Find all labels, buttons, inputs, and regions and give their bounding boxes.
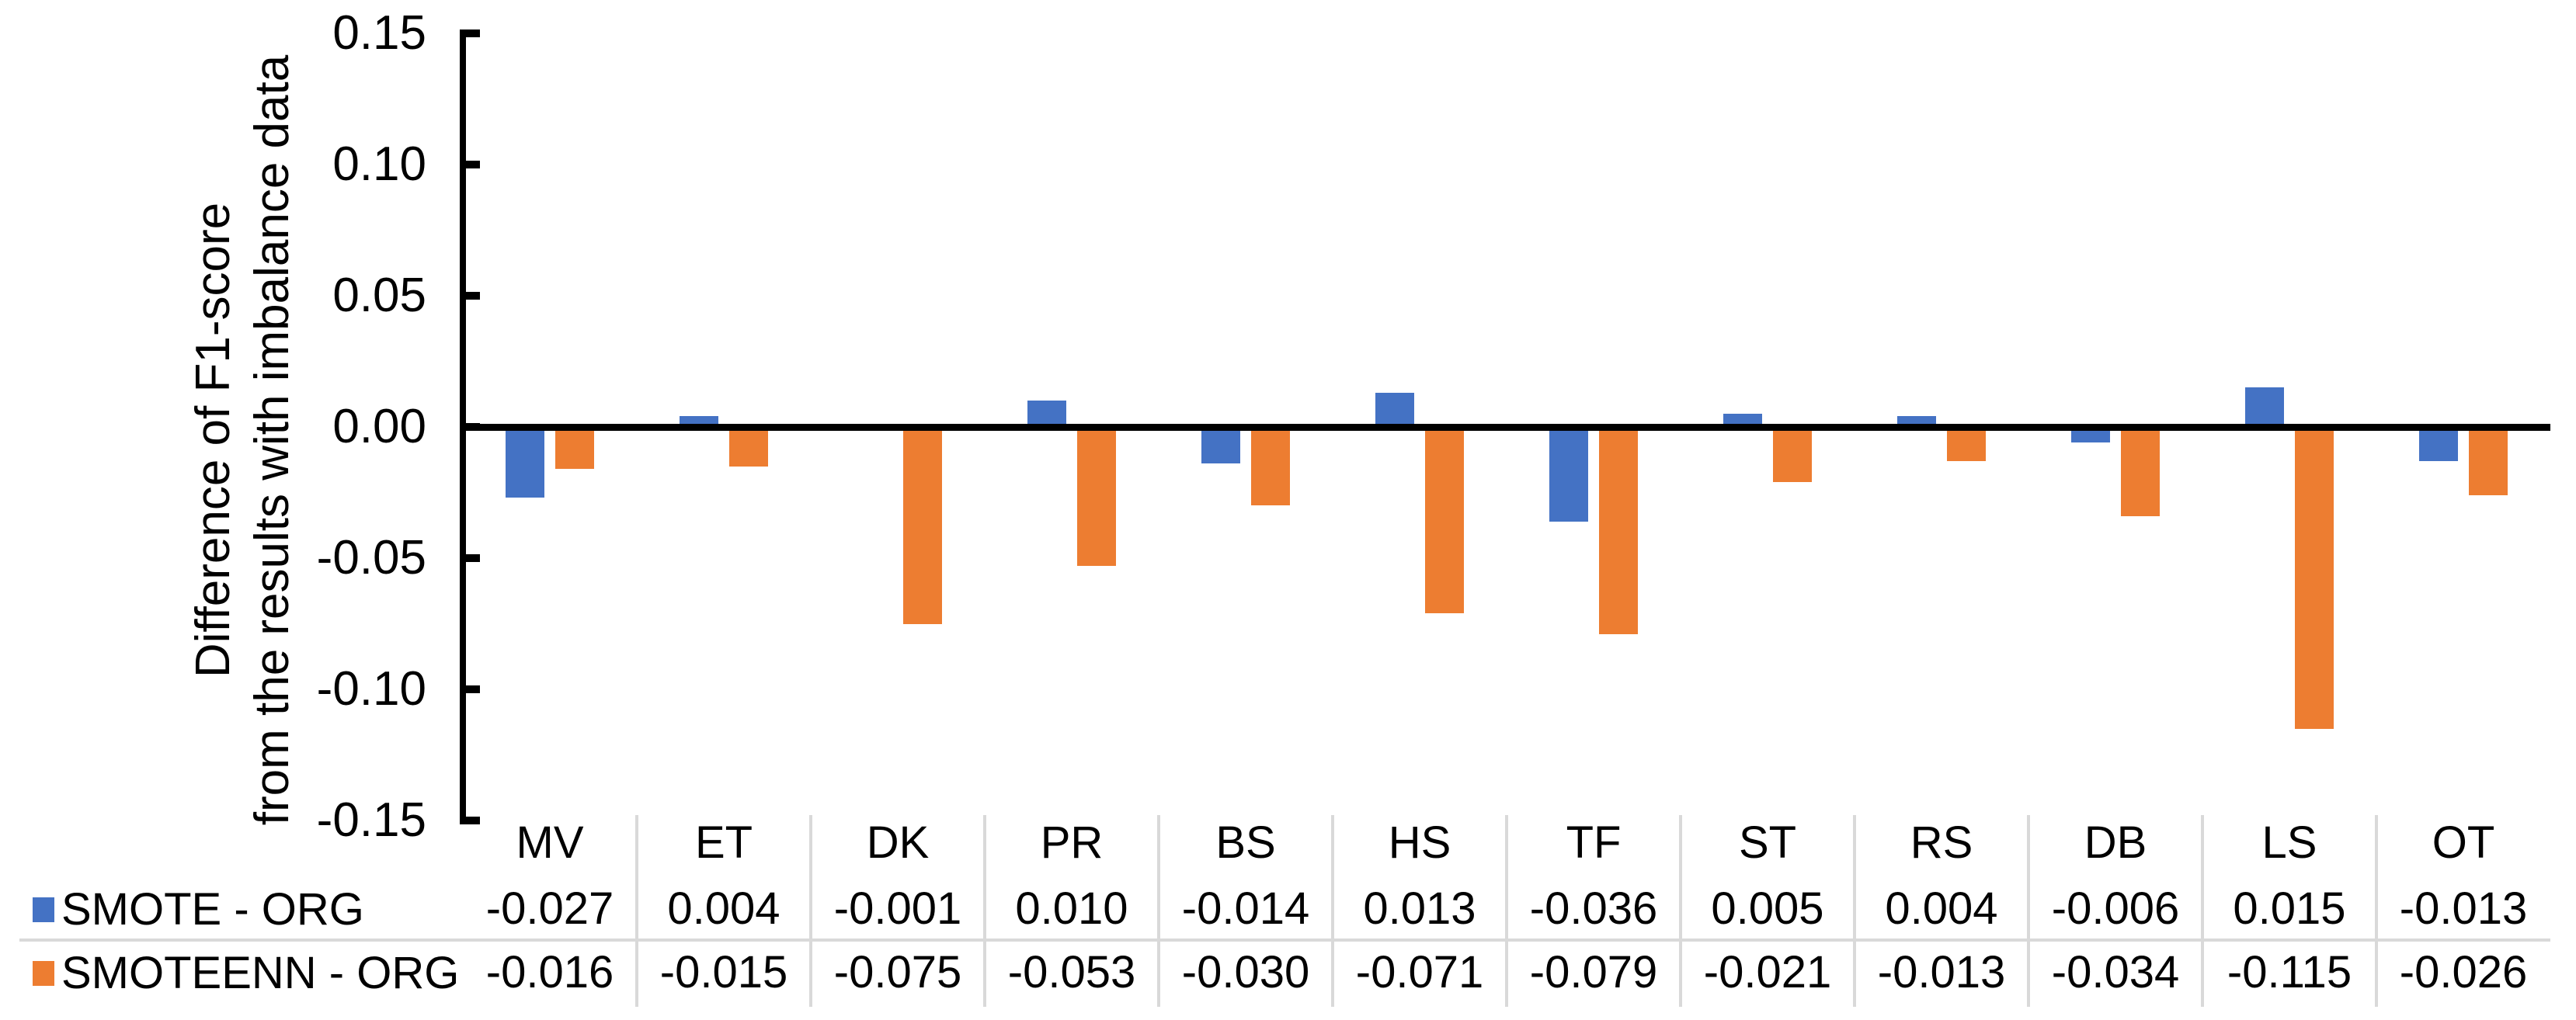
table-cell-smote-ST: 0.005 xyxy=(1711,883,1824,934)
y-tick-mark xyxy=(460,817,480,824)
y-tick-mark xyxy=(460,554,480,562)
legend-swatch-smoteenn-icon xyxy=(33,961,54,986)
bar-smoteenn-BS xyxy=(1251,427,1290,505)
table-cell-smoteenn-DK: -0.075 xyxy=(833,947,962,997)
bar-smote-LS xyxy=(2245,387,2284,427)
table-cell-smoteenn-MV: -0.016 xyxy=(485,947,614,997)
table-column-separator xyxy=(809,815,812,1007)
table-cell-smoteenn-OT: -0.026 xyxy=(2399,947,2528,997)
table-category-OT: OT xyxy=(2432,817,2495,868)
table-category-PR: PR xyxy=(1040,817,1104,868)
table-cell-smote-PR: 0.010 xyxy=(1015,883,1128,934)
table-cell-smoteenn-RS: -0.013 xyxy=(1877,947,2006,997)
bar-smoteenn-HS xyxy=(1425,427,1464,613)
table-category-HS: HS xyxy=(1388,817,1451,868)
table-category-TF: TF xyxy=(1566,817,1622,868)
y-tick-mark xyxy=(460,292,480,300)
bar-smoteenn-DK xyxy=(903,427,942,624)
table-cell-smote-TF: -0.036 xyxy=(1529,883,1658,934)
table-column-separator xyxy=(2201,815,2204,1007)
table-cell-smote-DB: -0.006 xyxy=(2051,883,2180,934)
table-cell-smoteenn-ET: -0.015 xyxy=(659,947,788,997)
table-category-RS: RS xyxy=(1910,817,1973,868)
y-tick-label: 0.15 xyxy=(332,6,426,60)
table-cell-smoteenn-BS: -0.030 xyxy=(1181,947,1310,997)
legend-label-smote: SMOTE - ORG xyxy=(61,884,364,935)
table-category-ST: ST xyxy=(1738,817,1797,868)
bar-smote-PR xyxy=(1027,401,1066,427)
table-column-separator xyxy=(2375,815,2378,1007)
table-cell-smoteenn-HS: -0.071 xyxy=(1355,947,1484,997)
bar-smoteenn-ST xyxy=(1773,427,1812,482)
table-cell-smoteenn-ST: -0.021 xyxy=(1703,947,1832,997)
table-cell-smote-ET: 0.004 xyxy=(667,883,780,934)
bar-smote-MV xyxy=(506,427,544,498)
y-tick-label: -0.15 xyxy=(316,793,426,847)
bar-smote-TF xyxy=(1549,427,1588,522)
bar-smoteenn-DB xyxy=(2121,427,2160,516)
bar-smote-BS xyxy=(1201,427,1240,463)
table-cell-smote-HS: 0.013 xyxy=(1363,883,1476,934)
table-cell-smote-OT: -0.013 xyxy=(2399,883,2528,934)
table-category-MV: MV xyxy=(516,817,584,868)
table-column-separator xyxy=(983,815,986,1007)
table-cell-smoteenn-DB: -0.034 xyxy=(2051,947,2180,997)
bar-smoteenn-ET xyxy=(729,427,768,467)
table-category-DB: DB xyxy=(2084,817,2147,868)
bar-smoteenn-TF xyxy=(1599,427,1638,634)
bar-smoteenn-MV xyxy=(555,427,594,469)
table-column-separator xyxy=(1853,815,1856,1007)
table-category-DK: DK xyxy=(866,817,930,868)
bar-smoteenn-RS xyxy=(1947,427,1986,461)
legend-label-smoteenn: SMOTEENN - ORG xyxy=(61,948,460,998)
y-tick-label: 0.10 xyxy=(332,137,426,191)
table-column-separator xyxy=(1157,815,1160,1007)
y-tick-label: 0.05 xyxy=(332,269,426,322)
bar-smoteenn-LS xyxy=(2295,427,2334,729)
bar-smote-DB xyxy=(2071,427,2110,442)
table-category-LS: LS xyxy=(2261,817,2317,868)
table-cell-smote-LS: 0.015 xyxy=(2233,883,2346,934)
y-tick-mark xyxy=(460,161,480,168)
bar-smote-OT xyxy=(2419,427,2458,461)
y-tick-label: -0.05 xyxy=(316,531,426,585)
table-cell-smoteenn-LS: -0.115 xyxy=(2227,947,2352,997)
zero-baseline xyxy=(460,424,2550,431)
table-cell-smoteenn-PR: -0.053 xyxy=(1007,947,1136,997)
table-cell-smote-BS: -0.014 xyxy=(1181,883,1310,934)
bar-smoteenn-PR xyxy=(1077,427,1116,566)
table-column-separator xyxy=(1505,815,1508,1007)
legend-swatch-smote-icon xyxy=(33,897,54,922)
table-cell-smote-MV: -0.027 xyxy=(485,883,614,934)
y-tick-mark xyxy=(460,685,480,693)
table-column-separator xyxy=(1331,815,1334,1007)
y-tick-label: 0.00 xyxy=(332,400,426,453)
y-tick-label: -0.10 xyxy=(316,662,426,716)
table-column-separator xyxy=(2027,815,2030,1007)
table-category-ET: ET xyxy=(694,817,753,868)
bar-smoteenn-OT xyxy=(2469,427,2508,495)
y-tick-mark xyxy=(460,29,480,37)
y-axis-title-line1: Difference of F1-score xyxy=(186,202,240,678)
table-row-separator xyxy=(19,938,2550,942)
bar-smote-ST xyxy=(1723,414,1762,427)
table-category-BS: BS xyxy=(1215,817,1276,868)
table-cell-smoteenn-TF: -0.079 xyxy=(1529,947,1658,997)
bar-smote-HS xyxy=(1375,393,1414,427)
table-cell-smote-DK: -0.001 xyxy=(833,883,962,934)
table-column-separator xyxy=(635,815,638,1007)
table-cell-smote-RS: 0.004 xyxy=(1885,883,1998,934)
table-column-separator xyxy=(1679,815,1682,1007)
